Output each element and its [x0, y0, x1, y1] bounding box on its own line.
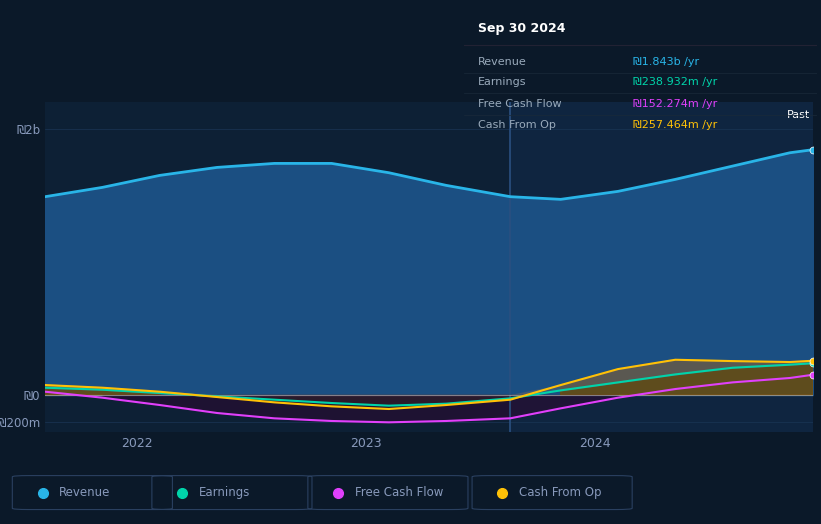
Text: Cash From Op: Cash From Op	[478, 120, 556, 130]
Bar	[511, 102, 813, 432]
Text: Free Cash Flow: Free Cash Flow	[478, 99, 562, 109]
Text: Earnings: Earnings	[478, 78, 526, 88]
Text: Sep 30 2024: Sep 30 2024	[478, 22, 566, 35]
Text: ₪238.932m /yr: ₪238.932m /yr	[633, 78, 718, 88]
Text: Cash From Op: Cash From Op	[519, 486, 601, 499]
Text: ₪152.274m /yr: ₪152.274m /yr	[633, 99, 718, 109]
Text: Past: Past	[787, 110, 810, 119]
Text: Earnings: Earnings	[199, 486, 250, 499]
Text: ₪1.843b /yr: ₪1.843b /yr	[633, 57, 699, 67]
Text: Revenue: Revenue	[478, 57, 527, 67]
Text: ₪257.464m /yr: ₪257.464m /yr	[633, 120, 718, 130]
Text: Revenue: Revenue	[59, 486, 111, 499]
Text: Free Cash Flow: Free Cash Flow	[355, 486, 443, 499]
